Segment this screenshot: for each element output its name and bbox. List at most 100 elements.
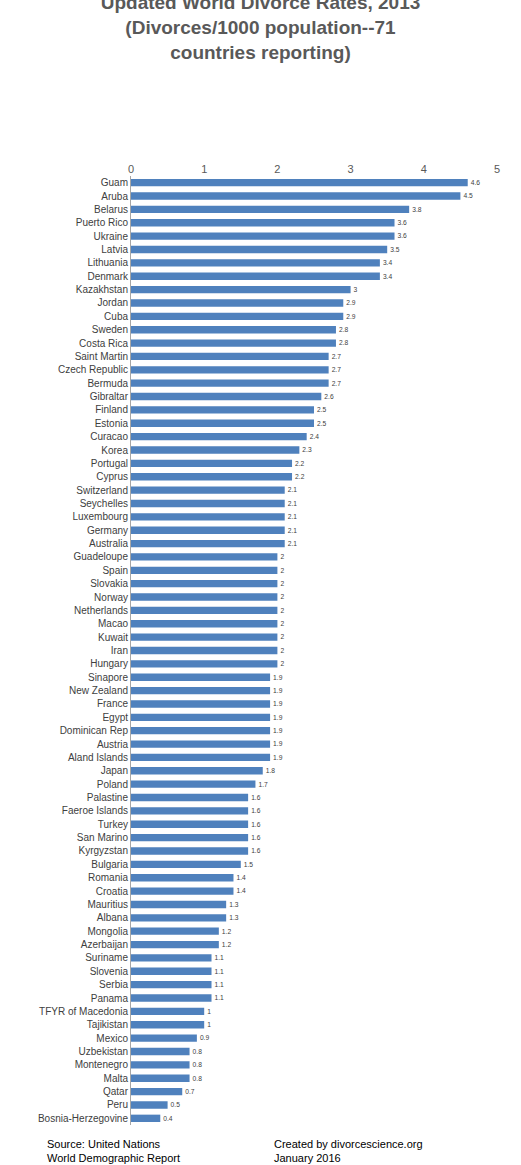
svg-text:1.3: 1.3 — [229, 914, 239, 921]
svg-text:Switzerland: Switzerland — [76, 485, 128, 496]
svg-text:0.7: 0.7 — [185, 1088, 195, 1095]
svg-text:1.6: 1.6 — [251, 847, 261, 854]
svg-text:2.9: 2.9 — [346, 313, 356, 320]
svg-text:2.1: 2.1 — [288, 486, 298, 493]
svg-text:Cuba: Cuba — [104, 311, 128, 322]
svg-text:Norway: Norway — [94, 592, 128, 603]
svg-text:Cyprus: Cyprus — [96, 471, 128, 482]
svg-text:3.6: 3.6 — [398, 232, 408, 239]
svg-text:Germany: Germany — [87, 525, 128, 536]
svg-text:Hungary: Hungary — [90, 658, 128, 669]
svg-text:1.3: 1.3 — [229, 901, 239, 908]
svg-text:1.2: 1.2 — [222, 928, 232, 935]
svg-text:Austria: Austria — [97, 739, 129, 750]
svg-text:Turkey: Turkey — [98, 819, 128, 830]
svg-text:2.2: 2.2 — [295, 460, 305, 467]
svg-text:2.4: 2.4 — [310, 433, 320, 440]
svg-text:New Zealand: New Zealand — [69, 685, 128, 696]
svg-text:1.1: 1.1 — [215, 954, 225, 961]
svg-text:1: 1 — [207, 1021, 211, 1028]
svg-text:Slovenia: Slovenia — [90, 966, 129, 977]
svg-text:Azerbaijan: Azerbaijan — [81, 939, 128, 950]
svg-text:Serbia: Serbia — [99, 979, 128, 990]
svg-text:San Marino: San Marino — [77, 832, 129, 843]
svg-text:2: 2 — [280, 620, 284, 627]
svg-text:Aland Islands: Aland Islands — [68, 752, 128, 763]
svg-text:Slovakia: Slovakia — [90, 578, 128, 589]
svg-text:1.1: 1.1 — [215, 968, 225, 975]
svg-text:Costa Rica: Costa Rica — [79, 338, 128, 349]
svg-text:4: 4 — [421, 163, 427, 175]
svg-text:Montenegro: Montenegro — [75, 1059, 129, 1070]
svg-text:3: 3 — [348, 163, 354, 175]
svg-text:1.1: 1.1 — [215, 981, 225, 988]
svg-text:Uzbekistan: Uzbekistan — [79, 1046, 128, 1057]
svg-text:1.9: 1.9 — [273, 754, 283, 761]
svg-text:1.9: 1.9 — [273, 727, 283, 734]
svg-text:2: 2 — [280, 633, 284, 640]
svg-text:2.8: 2.8 — [339, 326, 349, 333]
svg-text:Lithuania: Lithuania — [87, 257, 128, 268]
svg-text:1.7: 1.7 — [258, 781, 268, 788]
svg-text:0.8: 0.8 — [193, 1075, 203, 1082]
svg-text:1: 1 — [201, 163, 207, 175]
svg-text:Peru: Peru — [107, 1099, 128, 1110]
svg-text:Qatar: Qatar — [103, 1086, 129, 1097]
svg-text:2.7: 2.7 — [332, 366, 342, 373]
svg-text:Denmark: Denmark — [87, 271, 129, 282]
svg-text:1.9: 1.9 — [273, 714, 283, 721]
svg-text:Jordan: Jordan — [97, 297, 128, 308]
svg-text:Faeroe Islands: Faeroe Islands — [62, 805, 128, 816]
svg-text:2: 2 — [280, 567, 284, 574]
svg-text:2.1: 2.1 — [288, 527, 298, 534]
svg-text:Mauritius: Mauritius — [87, 899, 128, 910]
svg-text:Palastine: Palastine — [87, 792, 129, 803]
svg-text:1.9: 1.9 — [273, 674, 283, 681]
svg-text:2: 2 — [280, 553, 284, 560]
svg-text:0.5: 0.5 — [171, 1101, 181, 1108]
svg-text:1.5: 1.5 — [244, 861, 254, 868]
svg-text:1.8: 1.8 — [266, 767, 276, 774]
svg-text:2.9: 2.9 — [346, 299, 356, 306]
svg-text:0.4: 0.4 — [163, 1115, 173, 1122]
svg-text:Mongolia: Mongolia — [87, 926, 128, 937]
svg-text:Puerto Rico: Puerto Rico — [76, 217, 129, 228]
svg-text:Updated World Divorce Rates, 2: Updated World Divorce Rates, 2013(Divorc… — [101, 0, 421, 63]
svg-text:3.6: 3.6 — [398, 219, 408, 226]
svg-text:France: France — [97, 698, 129, 709]
svg-text:2.6: 2.6 — [324, 393, 334, 400]
svg-text:1.1: 1.1 — [215, 994, 225, 1001]
svg-text:Finland: Finland — [95, 404, 128, 415]
svg-text:Dominican Rep: Dominican Rep — [60, 725, 129, 736]
svg-text:1.9: 1.9 — [273, 687, 283, 694]
svg-text:Seychelles: Seychelles — [80, 498, 128, 509]
svg-text:Curacao: Curacao — [90, 431, 128, 442]
svg-text:3.4: 3.4 — [383, 259, 393, 266]
svg-text:Ukraine: Ukraine — [94, 231, 129, 242]
svg-text:Spain: Spain — [102, 565, 128, 576]
svg-text:1.4: 1.4 — [236, 874, 246, 881]
svg-text:Korea: Korea — [101, 445, 128, 456]
svg-text:4.5: 4.5 — [463, 192, 473, 199]
svg-text:1.6: 1.6 — [251, 794, 261, 801]
svg-text:Egypt: Egypt — [102, 712, 128, 723]
svg-text:2.1: 2.1 — [288, 500, 298, 507]
svg-text:2: 2 — [280, 660, 284, 667]
svg-text:Portugal: Portugal — [91, 458, 128, 469]
svg-text:Latvia: Latvia — [101, 244, 128, 255]
svg-text:Macao: Macao — [98, 618, 128, 629]
svg-text:Japan: Japan — [101, 765, 128, 776]
svg-text:Gibraltar: Gibraltar — [90, 391, 129, 402]
svg-text:0.9: 0.9 — [200, 1034, 210, 1041]
svg-text:Saint Martin: Saint Martin — [75, 351, 128, 362]
svg-text:2.5: 2.5 — [317, 406, 327, 413]
svg-text:Created by divorcescience.orgJ: Created by divorcescience.orgJanuary 201… — [274, 1138, 423, 1164]
svg-text:2: 2 — [280, 647, 284, 654]
svg-text:2: 2 — [280, 593, 284, 600]
svg-text:1.6: 1.6 — [251, 821, 261, 828]
svg-text:1.4: 1.4 — [236, 887, 246, 894]
svg-text:0: 0 — [128, 163, 134, 175]
svg-text:Kuwait: Kuwait — [98, 632, 128, 643]
svg-text:2.3: 2.3 — [302, 446, 312, 453]
svg-text:3.4: 3.4 — [383, 273, 393, 280]
